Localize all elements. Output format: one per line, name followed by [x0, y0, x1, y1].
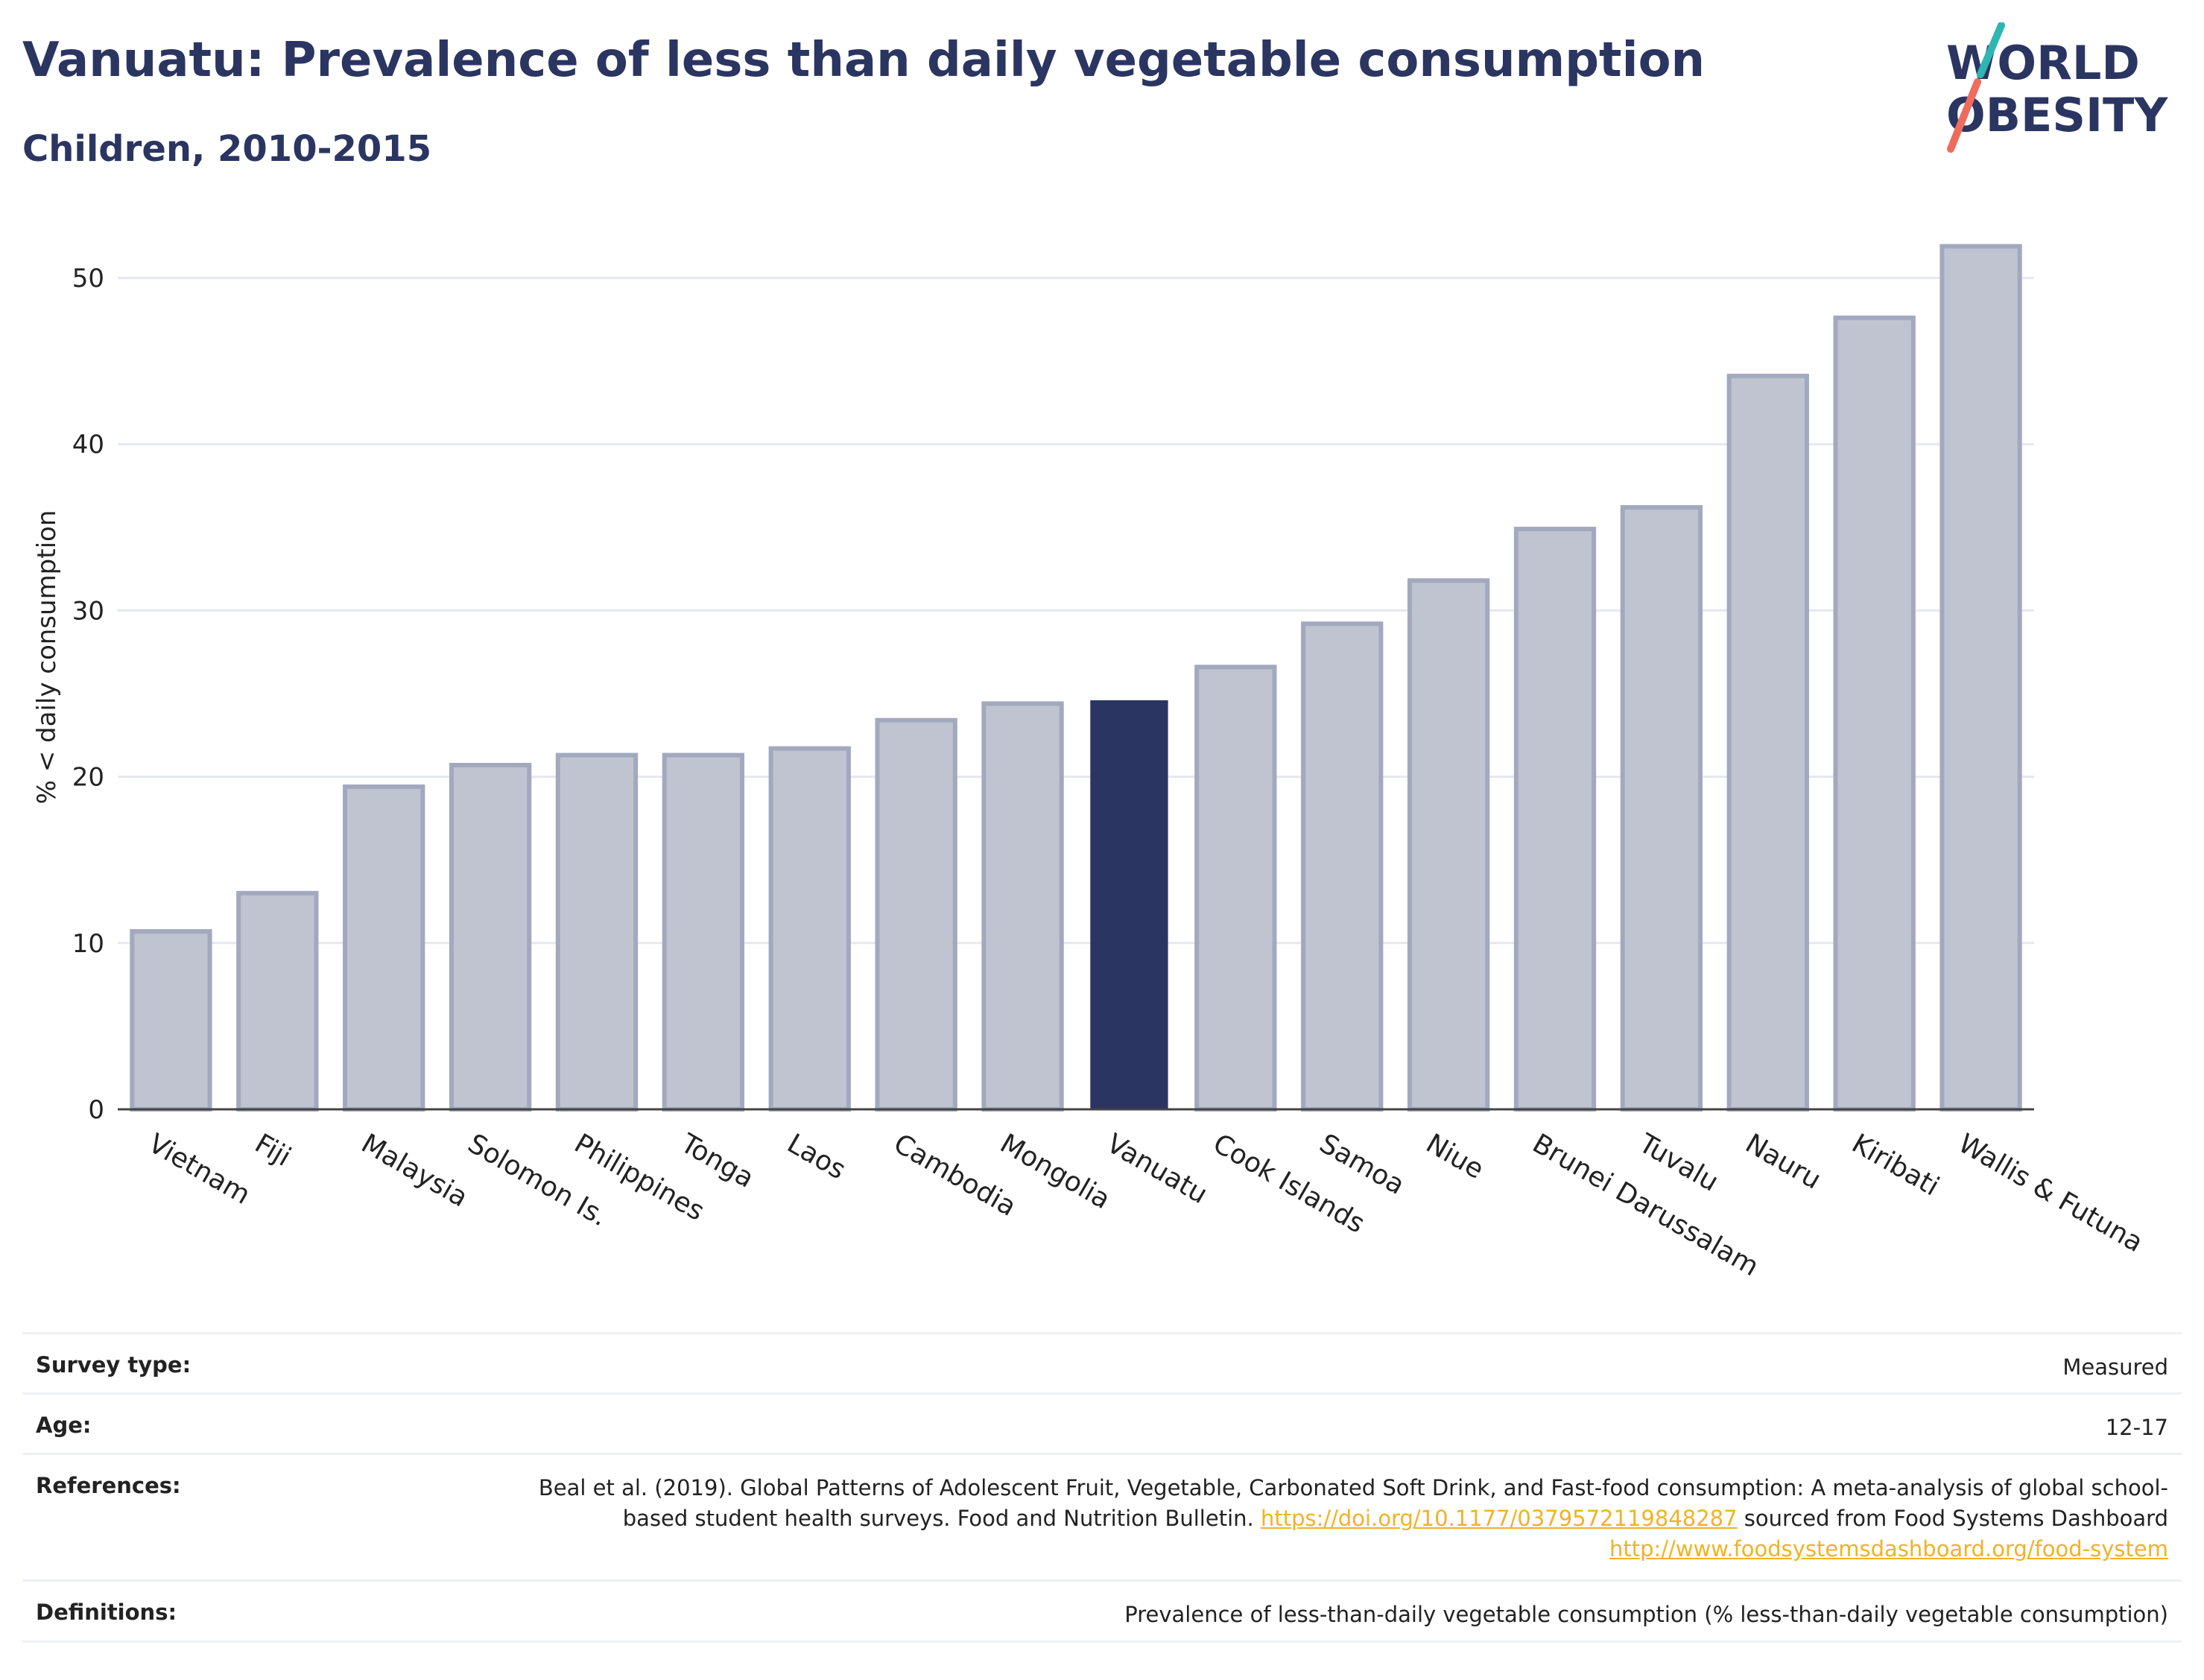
x-tick-label: Kiribati	[1846, 1128, 1944, 1202]
references-label: References:	[22, 1453, 483, 1581]
y-tick-label: 20	[72, 763, 104, 793]
bar-tuvalu	[1620, 505, 1703, 1112]
x-tick-label: Tuvalu	[1633, 1128, 1723, 1198]
x-tick-label: Vietnam	[143, 1128, 255, 1211]
survey-type-label: Survey type:	[22, 1332, 483, 1394]
y-tick-label: 0	[88, 1095, 104, 1125]
bar-brunei-darussalam	[1513, 527, 1597, 1112]
bar-malaysia	[343, 784, 425, 1112]
chart-title: Vanuatu: Prevalence of less than daily v…	[22, 33, 1706, 88]
bar-solomon-is	[449, 762, 532, 1112]
y-tick-labels: 0 10 20 30 40 50	[72, 264, 104, 1125]
bar-philippines	[555, 752, 639, 1112]
x-tick-label: Wallis & Futuna	[1953, 1128, 2148, 1258]
y-axis-label: % < daily consumption	[32, 510, 62, 805]
bar-wallis-futuna	[1939, 244, 2022, 1112]
bar-fiji	[236, 890, 319, 1112]
bar-cambodia	[875, 717, 957, 1112]
logo-slash-teal	[1977, 22, 2005, 78]
y-tick-label: 30	[72, 596, 104, 626]
definitions-value: Prevalence of less-than-daily vegetable …	[483, 1579, 2182, 1643]
x-tick-label: Vanuatu	[1101, 1128, 1212, 1210]
survey-type-value: Measured	[483, 1332, 2182, 1394]
references-text-2: sourced from Food Systems Dashboard	[1737, 1506, 2168, 1531]
bar-tonga	[662, 752, 745, 1112]
info-row-references: References: Beal et al. (2019). Global P…	[22, 1453, 2182, 1581]
bar-laos	[768, 746, 851, 1112]
bar-samoa	[1301, 621, 1384, 1112]
x-tick-label: Nauru	[1740, 1128, 1825, 1195]
y-tick-label: 10	[72, 929, 104, 959]
world-obesity-logo: WORLD OBESITY	[1946, 22, 2168, 153]
x-tick-label: Fiji	[250, 1128, 296, 1173]
bar-vietnam	[130, 929, 212, 1112]
x-tick-label: Malaysia	[356, 1128, 473, 1213]
bar-vanuatu	[1090, 700, 1168, 1109]
logo-slash-coral	[1947, 78, 1981, 153]
age-value: 12-17	[483, 1392, 2182, 1454]
doi-link[interactable]: https://doi.org/10.1177/0379572119848287	[1260, 1506, 1738, 1531]
x-tick-label: Tonga	[675, 1128, 759, 1194]
food-systems-dashboard-link[interactable]: http://www.foodsystemsdashboard.org/food…	[1609, 1536, 2168, 1562]
bars	[130, 244, 2022, 1112]
info-row-survey-type: Survey type: Measured	[22, 1332, 2182, 1394]
references-text-1: Beal et al. (2019). Global Patterns of A…	[538, 1475, 2168, 1531]
chart-subtitle: Children, 2010-2015	[22, 128, 432, 170]
age-label: Age:	[22, 1392, 483, 1454]
x-tick-label: Laos	[782, 1128, 850, 1185]
definitions-label: Definitions:	[22, 1579, 483, 1643]
x-tick-label: Niue	[1421, 1128, 1489, 1185]
info-row-age: Age: 12-17	[22, 1392, 2182, 1454]
y-tick-label: 40	[72, 430, 104, 460]
info-table: Survey type: Measured Age: 12-17 Referen…	[22, 1332, 2182, 1643]
references-value: Beal et al. (2019). Global Patterns of A…	[483, 1453, 2182, 1581]
bar-kiribati	[1833, 315, 1916, 1112]
bar-nauru	[1726, 373, 1809, 1112]
bar-mongolia	[981, 701, 1064, 1112]
logo-line-2: OBESITY	[1946, 88, 2168, 142]
info-row-definitions: Definitions: Prevalence of less-than-dai…	[22, 1579, 2182, 1643]
y-tick-label: 50	[72, 264, 104, 294]
gridlines	[118, 276, 2034, 945]
bar-niue	[1407, 578, 1490, 1112]
bar-cook-islands	[1194, 665, 1277, 1112]
